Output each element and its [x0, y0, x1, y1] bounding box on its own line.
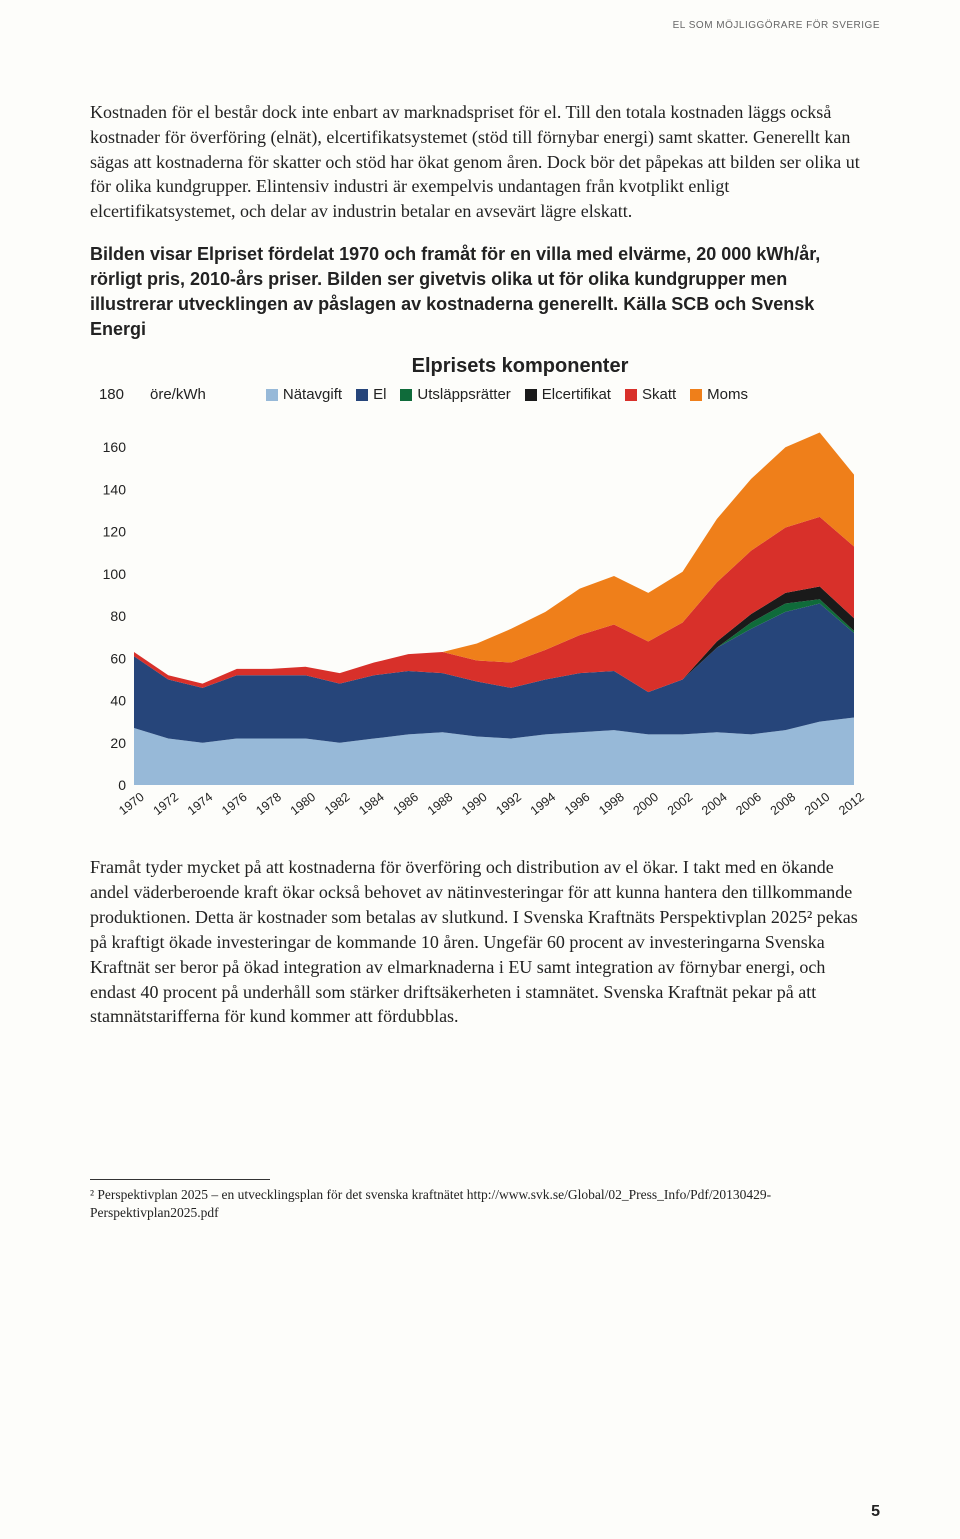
legend-item: Elcertifikat — [525, 386, 611, 403]
running-head: EL SOM MÖJLIGGÖRARE FÖR SVERIGE — [673, 20, 880, 31]
y-tick-label: 0 — [118, 777, 126, 793]
chart-legend-row: 180 öre/kWh Nätavgift El Utsläppsrätter Elc… — [90, 386, 870, 403]
x-tick-label: 2004 — [699, 790, 730, 818]
x-tick-label: 1974 — [185, 790, 216, 818]
y-tick-180: 180 — [90, 386, 124, 403]
legend-swatch — [525, 389, 537, 401]
legend-swatch — [690, 389, 702, 401]
x-tick-label: 1988 — [425, 790, 456, 818]
stacked-area-chart: 0 20 40 60 80 100 120 140 160 1970197219741976197… — [90, 405, 870, 825]
y-axis-unit: öre/kWh — [150, 386, 206, 403]
x-tick-label: 1972 — [151, 790, 182, 818]
y-tick-label: 100 — [103, 566, 127, 582]
legend-item: Nätavgift — [266, 386, 342, 403]
x-tick-label: 2002 — [665, 790, 696, 818]
legend-swatch — [400, 389, 412, 401]
x-tick-label: 1978 — [253, 790, 284, 818]
x-tick-label: 1994 — [528, 790, 559, 818]
legend-item: Skatt — [625, 386, 676, 403]
paragraph-2: Framåt tyder mycket på att kostnaderna f… — [90, 855, 870, 1029]
y-tick-label: 60 — [110, 651, 126, 667]
legend-swatch — [356, 389, 368, 401]
x-tick-label: 1976 — [219, 790, 250, 818]
y-tick-label: 40 — [110, 693, 126, 709]
x-tick-label: 1990 — [459, 790, 490, 818]
x-tick-label: 2010 — [802, 790, 833, 818]
page-number: 5 — [871, 1503, 880, 1521]
legend-swatch — [625, 389, 637, 401]
x-tick-label: 1986 — [391, 790, 422, 818]
x-tick-label: 1998 — [596, 790, 627, 818]
legend-label: Elcertifikat — [542, 386, 611, 403]
y-tick-label: 20 — [110, 735, 126, 751]
legend-label: Moms — [707, 386, 748, 403]
x-tick-label: 2006 — [733, 790, 764, 818]
x-tick-label: 2012 — [836, 790, 867, 818]
legend-label: El — [373, 386, 386, 403]
legend-label: Skatt — [642, 386, 676, 403]
x-tick-label: 2000 — [631, 790, 662, 818]
y-tick-label: 160 — [103, 440, 127, 456]
legend-label: Nätavgift — [283, 386, 342, 403]
x-tick-label: 1996 — [562, 790, 593, 818]
legend-swatch — [266, 389, 278, 401]
x-tick-label: 1984 — [356, 790, 387, 818]
footnote-rule — [90, 1179, 270, 1180]
chart-container: Elprisets komponenter 180 öre/kWh Nätavg… — [90, 355, 870, 825]
legend-items: Nätavgift El Utsläppsrätter Elcertifikat Ska… — [266, 386, 748, 403]
footnote: ² Perspektivplan 2025 – en utvecklingspl… — [90, 1186, 870, 1222]
x-tick-label: 1992 — [493, 790, 524, 818]
x-tick-label: 1982 — [322, 790, 353, 818]
y-tick-label: 80 — [110, 609, 126, 625]
y-tick-label: 140 — [103, 482, 127, 498]
legend-label: Utsläppsrätter — [417, 386, 510, 403]
x-tick-label: 1970 — [116, 790, 147, 818]
legend-item: Moms — [690, 386, 748, 403]
legend-item: El — [356, 386, 386, 403]
legend-item: Utsläppsrätter — [400, 386, 510, 403]
paragraph-1: Kostnaden för el består dock inte enbart… — [90, 100, 870, 224]
x-tick-label: 2008 — [768, 790, 799, 818]
chart-caption: Bilden visar Elpriset fördelat 1970 och … — [90, 242, 870, 341]
x-tick-label: 1980 — [288, 790, 319, 818]
y-tick-label: 120 — [103, 524, 127, 540]
chart-title: Elprisets komponenter — [170, 355, 870, 378]
